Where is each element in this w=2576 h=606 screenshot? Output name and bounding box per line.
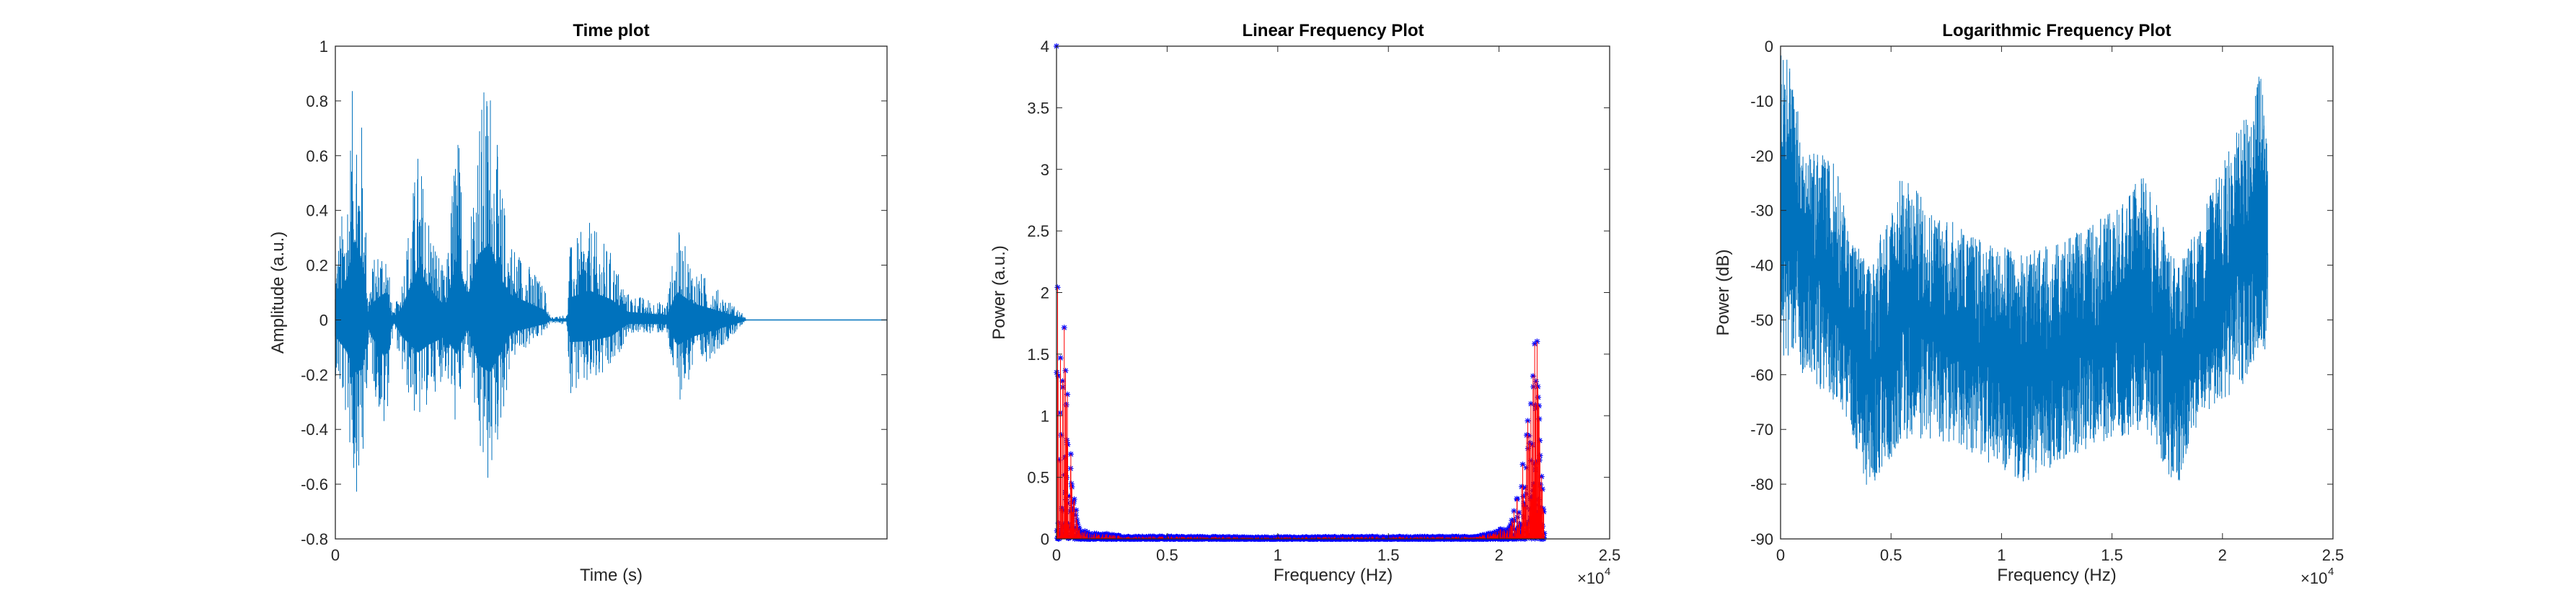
y-tick-label: -0.6 <box>301 475 328 493</box>
x-tick-label: 2 <box>1494 546 1503 564</box>
db-spectrum-line <box>1780 55 2269 485</box>
y-tick-label: -70 <box>1750 421 1773 439</box>
y-tick-label: 2.5 <box>1027 222 1049 240</box>
x-exponent-base: ×10 <box>1577 569 1604 587</box>
y-axis-label: Power (dB) <box>1713 249 1733 335</box>
x-tick-label: 0 <box>1052 546 1061 564</box>
x-tick-label: 1.5 <box>1377 546 1400 564</box>
y-tick-label: -0.2 <box>301 366 328 384</box>
y-tick-label: 0.4 <box>306 202 328 220</box>
y-tick-label: -40 <box>1750 257 1773 275</box>
y-tick-label: 2 <box>1041 284 1049 302</box>
data-series <box>1780 55 2269 485</box>
y-axis-label: Amplitude (a.u.) <box>268 232 288 354</box>
y-tick-label: -90 <box>1750 530 1773 548</box>
chart-title: Logarithmic Frequency Plot <box>1942 21 2171 40</box>
y-tick-label: -60 <box>1750 366 1773 384</box>
y-tick-label: -0.8 <box>301 530 328 548</box>
y-tick-label: 0.6 <box>306 147 328 165</box>
y-tick-label: 3 <box>1041 161 1049 179</box>
y-tick-label: -80 <box>1750 475 1773 493</box>
y-tick-label: 0.5 <box>1027 469 1049 487</box>
axes-box <box>335 45 888 540</box>
y-tick-label: 3.5 <box>1027 99 1049 117</box>
y-tick-label: 1 <box>1041 407 1049 425</box>
subplot-1: -0.8 -0.6 -0.4 -0.2 0 0.2 0.4 0.6 0.8 1 0 Time plot… <box>268 21 888 585</box>
x-exponent-base: ×10 <box>2301 569 2327 587</box>
subplot-2: 0 0.5 1 1.5 2 2.5 3 3.5 4 0 0.5 1 1.5 2 2.5 Linear Freq… <box>989 21 1620 587</box>
x-tick-label: 2.5 <box>2322 546 2345 564</box>
x-tick-label: 0.5 <box>1156 546 1178 564</box>
chart-title: Time plot <box>573 21 649 40</box>
x-axis-label: Frequency (Hz) <box>1274 566 1393 585</box>
y-tick-label: -0.4 <box>301 421 328 439</box>
asterisk-markers <box>1054 43 1548 542</box>
x-axis-label: Frequency (Hz) <box>1997 566 2116 585</box>
y-tick-label: 0 <box>1765 38 1773 56</box>
y-tick-label: 1.5 <box>1027 346 1049 364</box>
y-tick-label: -10 <box>1750 92 1773 110</box>
x-tick-label: 0 <box>1776 546 1785 564</box>
y-tick-label: -50 <box>1750 311 1773 329</box>
x-exponent-power: 4 <box>1605 566 1610 578</box>
x-tick-label: 1 <box>1997 546 2006 564</box>
x-axis-label: Time (s) <box>580 566 643 585</box>
x-tick-label: 2 <box>2218 546 2227 564</box>
y-tick-label: 0.2 <box>306 257 328 275</box>
y-tick-label: -20 <box>1750 147 1773 165</box>
y-tick-label: 0 <box>1041 530 1049 548</box>
x-tick-label: 0 <box>331 546 340 564</box>
y-tick-label: 1 <box>319 38 328 56</box>
power-stems <box>1056 46 1545 539</box>
chart-title: Linear Frequency Plot <box>1242 21 1424 40</box>
x-tick-label: 0.5 <box>1880 546 1902 564</box>
x-tick-label: 2.5 <box>1599 546 1621 564</box>
x-tick-label: 1.5 <box>2101 546 2123 564</box>
y-tick-label: 4 <box>1041 38 1049 56</box>
y-axis-label: Power (a.u.) <box>989 245 1009 340</box>
y-tick-label: 0.8 <box>306 92 328 110</box>
x-exponent-power: 4 <box>2328 566 2334 578</box>
subplot-3: -90 -80 -70 -60 -50 -40 -30 -20 -10 0 0 0.5 1 1.5 2 2.5… <box>1713 21 2344 587</box>
y-tick-label: -30 <box>1750 202 1773 220</box>
data-series <box>335 91 887 492</box>
x-tick-label: 1 <box>1274 546 1282 564</box>
y-tick-label: 0 <box>319 311 328 329</box>
axes-box <box>1780 45 2334 540</box>
data-series <box>1054 43 1548 542</box>
